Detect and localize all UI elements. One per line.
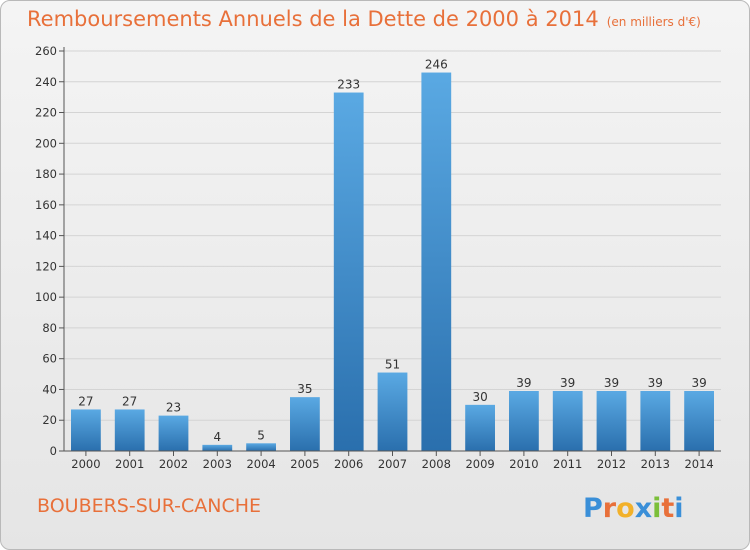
x-tick-label: 2009 [465,457,494,471]
bar [71,409,101,451]
bar [114,409,145,451]
data-label: 27 [122,394,137,408]
x-axis: 2000 2001 2002 2003 2004 2005 2006 2007 2008 2009… [64,450,721,471]
data-label: 27 [78,394,93,408]
x-tick-label: 2000 [71,457,100,471]
x-tick-label: 2013 [641,457,670,471]
y-tick-label: 80 [42,321,57,335]
data-label: 35 [297,382,312,396]
data-label: 233 [337,78,360,92]
data-label: 39 [516,376,531,390]
bar [158,415,189,451]
y-tick-label: 20 [42,413,57,427]
x-tick-label: 2003 [203,457,232,471]
x-tick-label: 2014 [684,457,713,471]
y-tick-label: 60 [42,352,57,366]
bar [640,391,671,451]
bar [552,391,583,451]
bar [684,391,714,451]
proxiti-logo: Proxiti [583,493,684,524]
x-tick-label: 2011 [553,457,582,471]
x-tick-label: 2010 [509,457,538,471]
y-tick-label: 220 [35,106,57,120]
x-tick-label: 2006 [334,457,363,471]
y-tick-label: 260 [35,44,57,58]
data-label: 39 [560,376,575,390]
commune-name: BOUBERS-SUR-CANCHE [37,495,262,517]
data-label: 51 [385,358,400,372]
data-labels: 27 27 23 4 5 35 233 51 246 30 39 39 39 39 39 [78,58,706,444]
y-tick-label: 240 [35,75,57,89]
y-tick-label: 200 [35,136,57,150]
bar [509,391,539,451]
x-tick-label: 2007 [378,457,407,471]
x-tick-label: 2002 [159,457,188,471]
y-tick-label: 0 [50,444,57,458]
chart-title: Remboursements Annuels de la Dette de 20… [27,7,701,31]
x-tick-label: 2008 [422,457,451,471]
bar [421,72,452,452]
y-tick-label: 140 [35,229,57,243]
svg-text:Proxiti: Proxiti [583,493,684,524]
bars [71,72,714,452]
bar [377,372,408,451]
bar [202,444,233,451]
bar [290,397,320,451]
x-tick-label: 2004 [246,457,275,471]
bar [333,92,364,452]
chart-subtitle: (en milliers d'€) [606,15,701,29]
y-tick-label: 120 [35,259,57,273]
data-label: 246 [425,58,448,72]
y-tick-label: 100 [35,290,57,304]
bar [465,404,495,451]
chart-title-text: Remboursements Annuels de la Dette de 20… [27,7,599,31]
x-tick-label: 2001 [115,457,144,471]
data-label: 4 [213,430,221,444]
data-label: 5 [257,428,265,442]
data-label: 39 [604,376,619,390]
data-label: 30 [472,390,487,404]
bar [596,391,627,451]
data-label: 23 [166,401,181,415]
y-tick-label: 40 [42,382,57,396]
x-tick-label: 2005 [290,457,319,471]
bar [246,443,276,451]
data-label: 39 [691,376,706,390]
x-tick-label: 2012 [597,457,626,471]
y-tick-label: 180 [35,167,57,181]
data-label: 39 [648,376,663,390]
y-tick-label: 160 [35,198,57,212]
y-axis: 0 20 40 60 80 100 120 140 160 180 200 220 240 260 [35,44,65,458]
